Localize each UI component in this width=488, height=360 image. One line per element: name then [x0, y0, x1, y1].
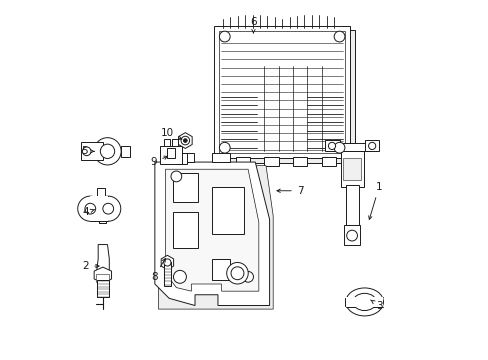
- Bar: [172, 212, 198, 248]
- Circle shape: [219, 142, 230, 153]
- Bar: [172, 173, 198, 202]
- Circle shape: [219, 31, 230, 42]
- Circle shape: [230, 267, 244, 280]
- Polygon shape: [165, 169, 258, 291]
- Circle shape: [85, 203, 96, 214]
- Circle shape: [346, 230, 357, 241]
- Bar: [212, 187, 244, 234]
- Bar: [235, 157, 249, 166]
- Polygon shape: [96, 244, 109, 273]
- Circle shape: [226, 262, 248, 284]
- Bar: [171, 139, 178, 146]
- Bar: [344, 298, 352, 306]
- Polygon shape: [94, 267, 111, 283]
- Text: 2: 2: [82, 261, 99, 271]
- Text: 4: 4: [82, 207, 95, 217]
- Circle shape: [328, 142, 335, 149]
- Circle shape: [333, 31, 344, 42]
- Bar: [364, 140, 378, 151]
- Circle shape: [82, 147, 91, 156]
- Text: 9: 9: [150, 156, 167, 167]
- Text: 1: 1: [368, 182, 382, 219]
- Text: 3: 3: [370, 300, 382, 311]
- Bar: [332, 143, 371, 151]
- Bar: [344, 225, 359, 244]
- Circle shape: [173, 270, 186, 283]
- Circle shape: [183, 139, 187, 142]
- Polygon shape: [155, 162, 269, 306]
- Bar: [163, 139, 170, 146]
- Bar: [160, 146, 182, 164]
- Bar: [340, 151, 363, 187]
- Ellipse shape: [352, 293, 376, 311]
- Text: 10: 10: [161, 129, 182, 139]
- Polygon shape: [158, 166, 273, 309]
- Bar: [164, 262, 170, 286]
- Text: 5: 5: [81, 146, 94, 156]
- Bar: [212, 259, 230, 280]
- Bar: [219, 31, 344, 153]
- Bar: [97, 188, 104, 197]
- Circle shape: [181, 136, 189, 145]
- Circle shape: [333, 142, 344, 153]
- Bar: [214, 26, 349, 158]
- Bar: [167, 148, 174, 158]
- Bar: [90, 196, 108, 221]
- Bar: [292, 157, 306, 166]
- Bar: [99, 202, 106, 223]
- Bar: [96, 274, 109, 282]
- Bar: [343, 158, 360, 180]
- Polygon shape: [161, 255, 173, 270]
- Bar: [264, 157, 278, 166]
- Bar: [325, 140, 339, 151]
- Circle shape: [100, 144, 115, 158]
- Bar: [345, 185, 358, 226]
- Bar: [176, 153, 194, 162]
- Bar: [321, 157, 335, 166]
- Ellipse shape: [345, 288, 383, 316]
- Polygon shape: [178, 133, 192, 148]
- Bar: [212, 153, 230, 162]
- Circle shape: [163, 259, 171, 266]
- Circle shape: [102, 203, 113, 214]
- Polygon shape: [218, 30, 354, 163]
- Text: 8: 8: [150, 258, 165, 282]
- Text: 7: 7: [276, 186, 303, 196]
- Bar: [97, 280, 108, 297]
- Polygon shape: [81, 142, 102, 160]
- Circle shape: [368, 142, 375, 149]
- Bar: [176, 153, 187, 164]
- Ellipse shape: [360, 298, 368, 306]
- Circle shape: [171, 171, 182, 182]
- Circle shape: [78, 196, 102, 221]
- Circle shape: [242, 271, 253, 282]
- Circle shape: [96, 196, 121, 221]
- Bar: [346, 297, 383, 307]
- Text: 6: 6: [250, 17, 256, 33]
- Circle shape: [94, 138, 121, 165]
- Bar: [121, 146, 129, 157]
